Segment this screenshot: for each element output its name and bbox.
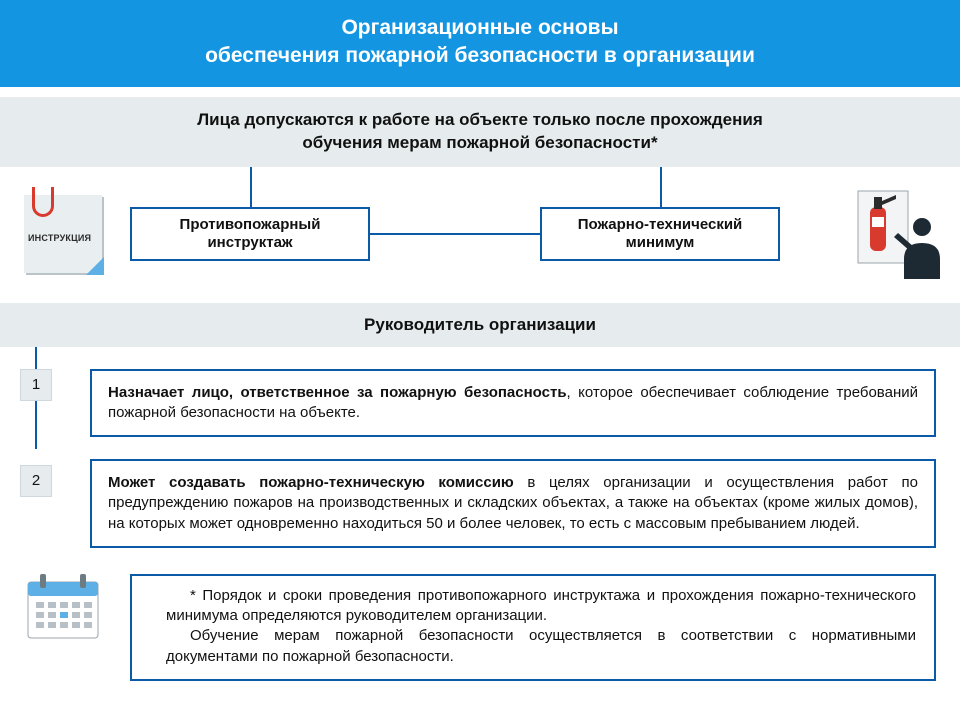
- connector-line: [370, 233, 540, 235]
- instruction-document-icon: ИНСТРУКЦИЯ: [18, 189, 108, 279]
- header-line1: Организационные основы: [20, 14, 940, 42]
- manager-band: Руководитель организации: [0, 303, 960, 347]
- footnote-p2: Обучение мерам пожарной безопасности осу…: [166, 626, 916, 667]
- footnote-area: * Порядок и сроки проведения противопожа…: [0, 564, 960, 681]
- fire-safety-icon: [850, 187, 942, 279]
- admission-line2: обучения мерам пожарной безопасности*: [40, 132, 920, 155]
- admission-line1: Лица допускаются к работе на объекте тол…: [40, 109, 920, 132]
- page-header: Организационные основы обеспечения пожар…: [0, 0, 960, 87]
- training-box-label: Пожарно-технический минимум: [548, 216, 772, 252]
- duty-card: Назначает лицо, ответственное за пожарну…: [90, 369, 936, 438]
- training-box-minimum: Пожарно-технический минимум: [540, 207, 780, 261]
- manager-duties-list: 1 Назначает лицо, ответственное за пожар…: [0, 347, 960, 558]
- connector-line: [250, 167, 252, 207]
- duty-bold: Назначает лицо, ответственное за пожарну…: [108, 384, 567, 401]
- training-box-briefing: Противопожарный инструктаж: [130, 207, 370, 261]
- footnote-p1: * Порядок и сроки проведения противопожа…: [166, 586, 916, 627]
- training-box-label: Противопожарный инструктаж: [138, 216, 362, 252]
- admission-band: Лица допускаются к работе на объекте тол…: [0, 97, 960, 167]
- footnote-card: * Порядок и сроки проведения противопожа…: [130, 574, 936, 681]
- duty-bold: Может создавать пожарно-техническую коми…: [108, 474, 514, 491]
- training-types-area: ИНСТРУКЦИЯ Противопожарный инструктаж По…: [0, 167, 960, 297]
- calendar-icon: [26, 572, 100, 642]
- item-number: 1: [20, 369, 52, 401]
- manager-band-label: Руководитель организации: [364, 315, 596, 334]
- item-number: 2: [20, 465, 52, 497]
- connector-line: [660, 167, 662, 207]
- header-line2: обеспечения пожарной безопасности в орга…: [20, 42, 940, 70]
- duty-card: Может создавать пожарно-техническую коми…: [90, 459, 936, 548]
- instruction-label: ИНСТРУКЦИЯ: [28, 233, 91, 243]
